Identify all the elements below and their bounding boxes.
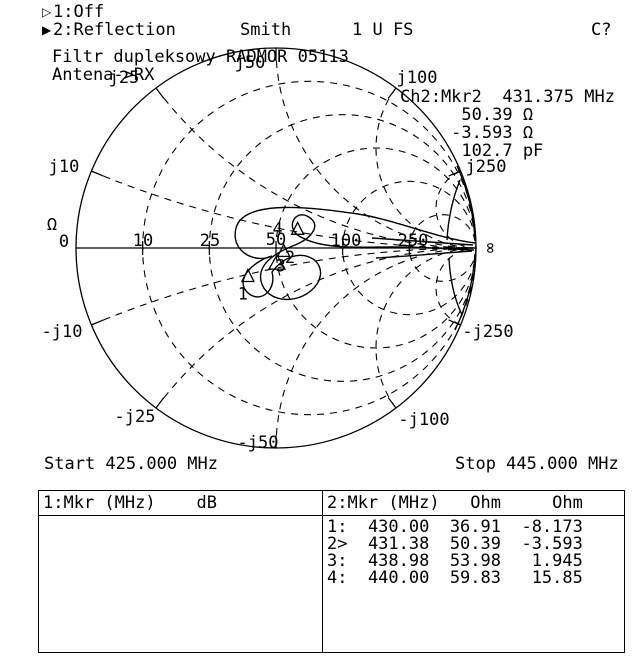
channel-2-status: 2:Reflection [53,20,176,40]
axis-units-ohm-symbol: Ω [47,215,57,235]
marker-table-ch1: 1:Mkr (MHz) dB [38,490,323,653]
resistance-label: 0 [59,232,69,252]
marker-table-row: 1: 430.00 36.91 -8.173 [327,517,583,537]
sweep-stop-label: Stop 445.000 MHz [455,454,619,474]
marker-number-label: 3 [276,256,286,276]
marker-table-ch2: 2:Mkr (MHz) Ohm Ohm 1: 430.00 36.91 -8.1… [322,490,625,653]
resistance-label: 25 [200,231,220,251]
channel-2-format: Smith [240,20,292,40]
marker-triangle-icon [290,220,305,235]
reactance-label: -j100 [398,410,449,430]
marker-table-ch2-divider [323,515,624,516]
rim-tick [155,397,165,409]
rim-tick [91,319,104,326]
reactance-arc [155,247,477,409]
reactance-label: j50 [235,53,266,73]
resistance-label: ∞ [480,243,500,253]
rim-tick [387,87,397,99]
marker-triangle-icon [240,268,255,283]
rim-tick [448,319,461,326]
marker-readout-capacitance: 102.7 pF [400,141,544,161]
reactance-arc [91,170,477,249]
reactance-label: j100 [397,68,438,88]
marker-table-row: 3: 438.98 53.98 1.945 [327,551,583,571]
reactance-label: -j250 [462,322,513,342]
sweep-start-label: Start 425.000 MHz [44,454,218,474]
reactance-arc [155,87,477,249]
reactance-arc [375,247,477,409]
marker-readout-resistance: 50.39 Ω [400,105,534,125]
marker-number-label: 4 [272,219,282,239]
resistance-label: 100 [331,231,362,251]
marker-readout-freq: Ch2:Mkr2 431.375 MHz [400,87,615,107]
marker-table-ch1-header: 1:Mkr (MHz) dB [43,493,217,513]
rim-tick [155,87,165,99]
reactance-label: j25 [109,68,140,88]
resistance-label: 50 [266,230,286,250]
channel-2-scale: 1 U FS [352,20,414,40]
channel-1-arrow-icon: ▷ [42,5,52,19]
reactance-arc [375,87,477,249]
channel-2-arrow-icon: ▶ [42,23,52,37]
reactance-label: -j25 [115,407,156,427]
marker-table-ch2-header: 2:Mkr (MHz) Ohm Ohm [327,493,583,513]
reactance-arc [435,247,477,326]
marker-table-row: 4: 440.00 59.83 15.85 [327,568,583,588]
reactance-label: -j50 [238,433,279,453]
marker-table-ch1-divider [39,515,322,516]
channel-1-status: 1:Off [53,2,105,22]
marker-readout-reactance: -3.593 Ω [400,123,534,143]
reactance-arc [435,170,477,249]
cal-status-badge: C? [591,20,612,40]
reactance-arc [91,247,477,326]
chart-title-line2: Antena->RX [52,65,155,85]
active-marker-triangle-icon [267,253,287,270]
rim-tick [91,170,104,177]
reactance-arc [275,47,477,249]
marker-table-row: 2> 431.38 50.39 -3.593 [327,534,583,554]
resistance-label: 10 [133,231,153,251]
reactance-arc [275,247,477,449]
marker-number-label: 1 [238,284,248,304]
reactance-label: j10 [49,157,80,177]
rim-tick [448,170,461,177]
reactance-label: -j10 [42,322,83,342]
marker-triangle-icon [276,242,291,258]
chart-title-line1: Filtr dupleksowy RADMOR 05113 [52,47,349,67]
rim-tick [387,397,397,409]
reactance-label: j250 [466,157,507,177]
reflection-trace [234,165,476,331]
marker-number-label: 2 [285,248,295,268]
